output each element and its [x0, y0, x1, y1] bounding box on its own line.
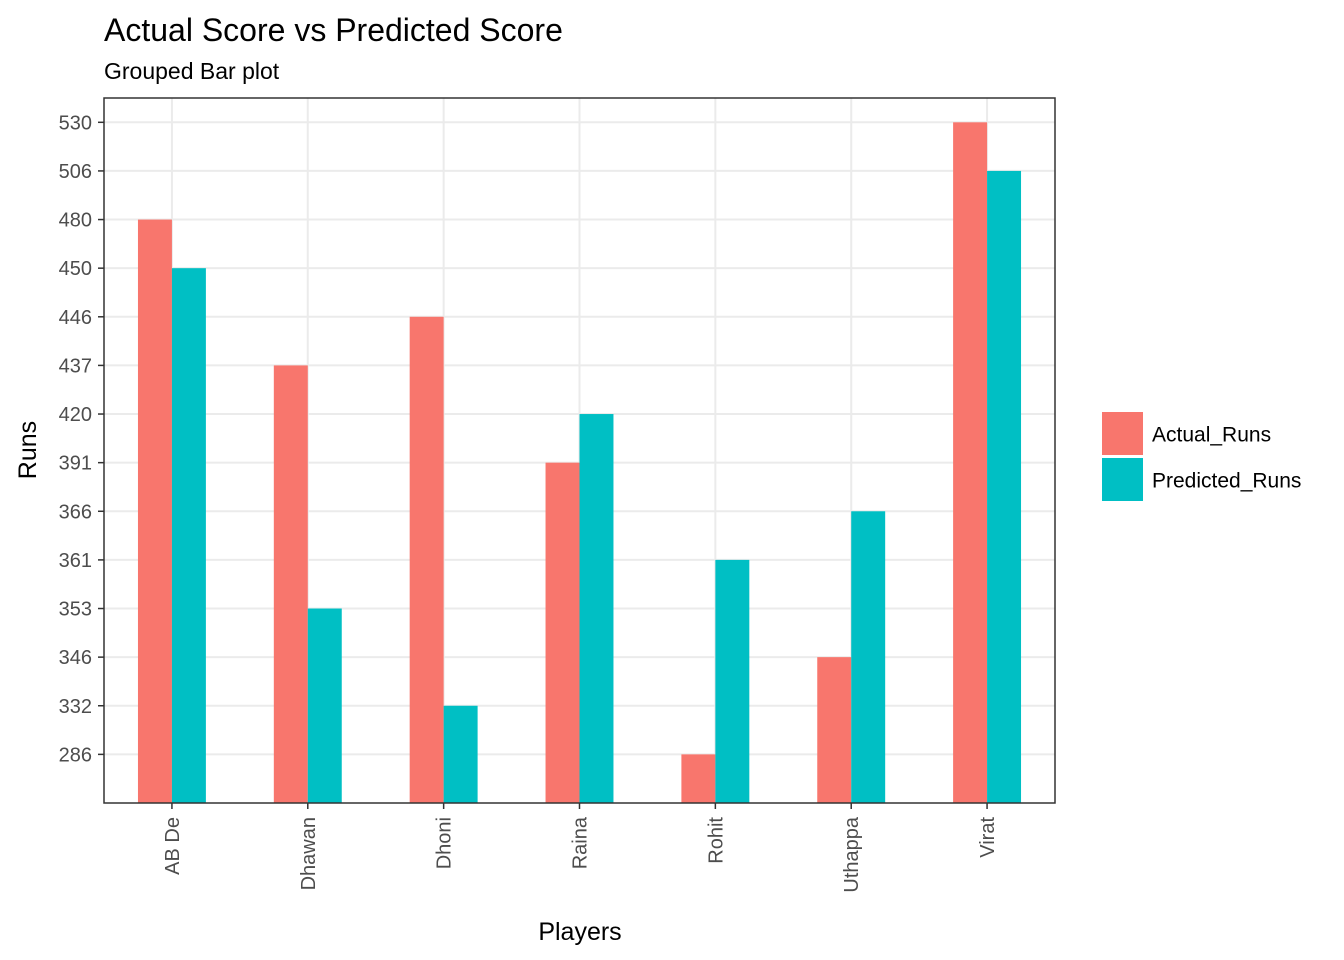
bar-actual-runs-raina [545, 462, 580, 803]
legend-label-actual-runs: Actual_Runs [1152, 424, 1271, 447]
y-axis: 286 332 346 353 361 366 391 420 437 446 450 480 506 5… [59, 112, 104, 766]
bar-predicted-runs-dhawan [307, 608, 342, 803]
y-tick-label: 480 [59, 210, 92, 232]
bar-actual-runs-dhawan [273, 365, 308, 803]
bar-predicted-runs-ab-de [171, 268, 206, 803]
x-axis-title: Players [538, 918, 621, 946]
bar-actual-runs-rohit [681, 754, 716, 803]
x-tick-label: Dhawan [298, 817, 320, 890]
y-tick-label: 420 [59, 404, 92, 426]
y-tick-label: 450 [59, 258, 92, 280]
y-axis-title: Runs [14, 421, 42, 479]
y-tick-label: 446 [59, 307, 92, 329]
legend-key-actual-runs [1102, 412, 1143, 455]
chart-title: Actual Score vs Predicted Score [104, 12, 563, 48]
y-tick-label: 353 [59, 599, 92, 621]
bar-actual-runs-dhoni [409, 316, 444, 803]
x-tick-label: Virat [977, 817, 999, 858]
x-tick-label: Dhoni [434, 817, 456, 869]
y-tick-label: 437 [59, 355, 92, 377]
bar-predicted-runs-virat [987, 170, 1022, 803]
bar-actual-runs-virat [953, 122, 988, 803]
x-tick-label: Raina [570, 816, 592, 869]
legend-key-predicted-runs [1102, 458, 1143, 501]
y-tick-label: 530 [59, 112, 92, 134]
legend-label-predicted-runs: Predicted_Runs [1152, 470, 1301, 493]
bar-predicted-runs-rohit [715, 559, 750, 803]
chart-subtitle: Grouped Bar plot [104, 58, 280, 84]
y-tick-label: 346 [59, 647, 92, 669]
y-tick-label: 506 [59, 161, 92, 183]
x-tick-label: Uthappa [841, 816, 863, 892]
x-tick-label: AB De [162, 817, 184, 875]
bar-actual-runs-uthappa [817, 657, 852, 803]
legend: Actual_Runs Predicted_Runs [1102, 412, 1301, 501]
bar-predicted-runs-uthappa [851, 511, 886, 803]
bar-actual-runs-ab-de [137, 219, 172, 803]
bar-predicted-runs-raina [579, 414, 614, 803]
x-axis: AB De Dhawan Dhoni Raina Rohit Uthappa Virat [162, 803, 999, 893]
x-tick-label: Rohit [705, 817, 727, 864]
y-tick-label: 286 [59, 744, 92, 766]
bar-predicted-runs-dhoni [443, 705, 478, 803]
y-tick-label: 332 [59, 696, 92, 718]
y-tick-label: 366 [59, 501, 92, 523]
y-tick-label: 361 [59, 550, 92, 572]
y-tick-label: 391 [59, 453, 92, 475]
bars [137, 122, 1022, 803]
